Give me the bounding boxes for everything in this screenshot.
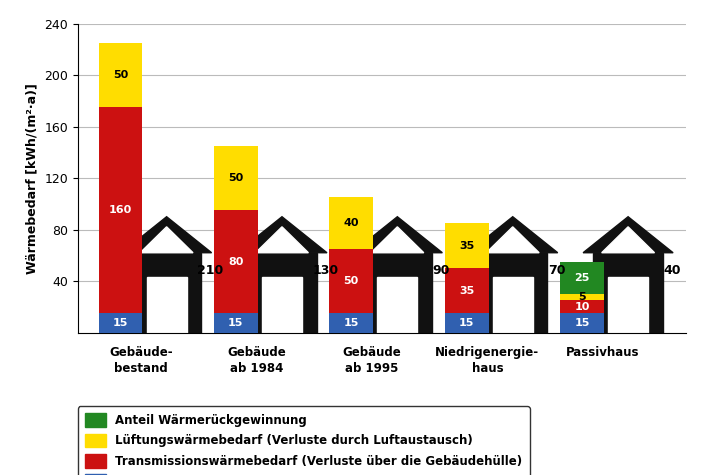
Text: 70: 70 bbox=[548, 264, 566, 277]
Polygon shape bbox=[237, 217, 327, 253]
Bar bbox=[214, 210, 258, 313]
Bar bbox=[363, 253, 432, 332]
Bar bbox=[593, 253, 662, 332]
Bar bbox=[560, 300, 604, 313]
Text: 15: 15 bbox=[459, 318, 474, 328]
Text: 5: 5 bbox=[578, 292, 586, 302]
Bar bbox=[493, 276, 533, 332]
Polygon shape bbox=[352, 217, 443, 253]
Bar bbox=[98, 107, 142, 313]
Bar bbox=[329, 198, 373, 249]
Bar bbox=[478, 253, 547, 332]
Bar bbox=[247, 253, 317, 332]
Text: 40: 40 bbox=[663, 264, 681, 277]
Bar bbox=[132, 253, 201, 332]
Polygon shape bbox=[468, 217, 558, 253]
Bar bbox=[262, 276, 302, 332]
Polygon shape bbox=[371, 227, 423, 253]
Bar bbox=[98, 313, 142, 332]
Text: 10: 10 bbox=[574, 302, 590, 312]
Bar bbox=[445, 268, 489, 313]
Text: 40: 40 bbox=[344, 218, 359, 228]
Bar bbox=[214, 313, 258, 332]
Text: 15: 15 bbox=[113, 318, 128, 328]
Polygon shape bbox=[602, 227, 655, 253]
Polygon shape bbox=[486, 227, 539, 253]
Text: 15: 15 bbox=[228, 318, 243, 328]
Text: 210: 210 bbox=[197, 264, 223, 277]
Bar bbox=[608, 276, 648, 332]
Bar bbox=[146, 276, 187, 332]
Text: 15: 15 bbox=[574, 318, 590, 328]
Text: 50: 50 bbox=[228, 173, 243, 183]
Text: 35: 35 bbox=[459, 285, 474, 296]
Legend: Anteil Wärmerückgewinnung, Lüftungswärmebedarf (Verluste durch Luftaustausch), T: Anteil Wärmerückgewinnung, Lüftungswärme… bbox=[78, 406, 530, 475]
Bar bbox=[98, 43, 142, 107]
Text: 35: 35 bbox=[459, 241, 474, 251]
Text: 15: 15 bbox=[344, 318, 359, 328]
Text: 130: 130 bbox=[312, 264, 339, 277]
Text: 80: 80 bbox=[228, 257, 243, 267]
Text: 25: 25 bbox=[574, 273, 590, 283]
Y-axis label: Wärmebedarf [kWh/(m²·a)]: Wärmebedarf [kWh/(m²·a)] bbox=[25, 83, 39, 274]
Text: 90: 90 bbox=[433, 264, 450, 277]
Polygon shape bbox=[122, 217, 211, 253]
Bar bbox=[214, 146, 258, 210]
Text: 160: 160 bbox=[109, 205, 132, 215]
Bar bbox=[329, 313, 373, 332]
Bar bbox=[560, 262, 604, 294]
Text: 50: 50 bbox=[344, 276, 359, 286]
Bar bbox=[445, 313, 489, 332]
Text: 50: 50 bbox=[113, 70, 128, 80]
Bar bbox=[560, 294, 604, 300]
Bar bbox=[329, 249, 373, 313]
Polygon shape bbox=[140, 227, 193, 253]
Polygon shape bbox=[255, 227, 308, 253]
Polygon shape bbox=[583, 217, 673, 253]
Bar bbox=[560, 313, 604, 332]
Bar bbox=[445, 223, 489, 268]
Bar bbox=[378, 276, 417, 332]
